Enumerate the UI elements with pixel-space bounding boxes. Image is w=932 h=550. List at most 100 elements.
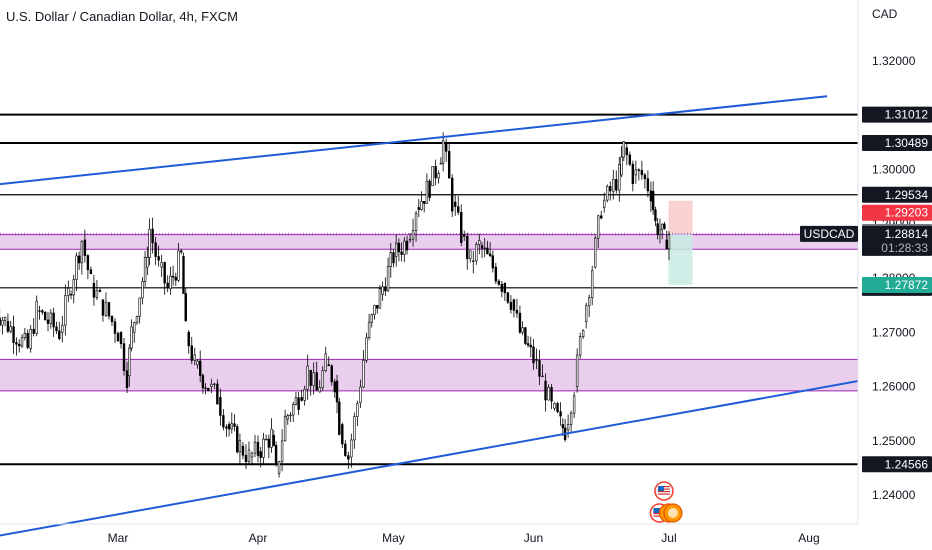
candle <box>483 238 486 258</box>
candle-body <box>444 142 448 152</box>
candle-body <box>618 164 621 191</box>
candle-body <box>309 369 312 386</box>
calendar-event-icon[interactable] <box>663 503 683 523</box>
candle-body <box>55 326 58 332</box>
candle-body <box>312 372 315 386</box>
candle <box>572 392 576 419</box>
candle <box>411 218 415 247</box>
candle-body <box>386 266 390 292</box>
candle-body <box>559 411 562 417</box>
candle <box>488 242 492 258</box>
candle-body <box>378 288 382 309</box>
take-profit-zone[interactable] <box>668 233 693 285</box>
candle-body <box>660 223 664 230</box>
candle-body <box>590 270 594 298</box>
candle <box>3 316 7 327</box>
candle <box>341 422 344 448</box>
candle <box>569 410 573 432</box>
zones-layer <box>0 234 858 392</box>
candle <box>447 142 451 179</box>
candle-body <box>18 343 21 347</box>
candle <box>198 350 202 383</box>
price-labels-layer: 1.310121.304891.295341.278191.245661.292… <box>800 106 932 473</box>
candle <box>469 250 472 263</box>
candle-body <box>663 223 666 229</box>
candle-body <box>184 293 187 322</box>
candle-body <box>370 314 374 323</box>
candle <box>101 299 105 322</box>
candle <box>353 412 356 449</box>
candle-body <box>64 295 67 326</box>
candle-body <box>49 312 53 324</box>
candle-body <box>538 360 541 377</box>
candle <box>289 412 292 422</box>
candle <box>497 279 501 287</box>
candle <box>612 169 615 200</box>
candle-body <box>157 256 160 261</box>
candle <box>92 274 96 306</box>
candle-body <box>303 389 306 401</box>
candle-body <box>518 312 522 333</box>
candle <box>431 166 434 187</box>
candle <box>667 231 671 261</box>
candle-body <box>315 372 318 391</box>
candle <box>272 430 276 447</box>
us-flag-icon[interactable] <box>654 481 674 501</box>
candle-body <box>566 424 570 431</box>
candle-body <box>207 387 210 391</box>
events-layer[interactable] <box>649 481 683 523</box>
candle-body <box>1 320 4 326</box>
candle-body <box>125 370 129 388</box>
bar-countdown: 01:28:33 <box>881 241 928 255</box>
candle-body <box>403 240 406 255</box>
candle <box>32 318 35 337</box>
candle <box>526 335 530 348</box>
candle-body <box>584 305 588 322</box>
candle <box>138 297 141 324</box>
candle-body <box>143 256 147 282</box>
candle <box>116 331 120 342</box>
candle-body <box>397 242 401 253</box>
candle-body <box>434 166 437 179</box>
candle-body <box>46 319 50 324</box>
candle-body <box>151 228 154 244</box>
candle-body <box>32 328 35 334</box>
candle-body <box>52 312 55 328</box>
candles-layer <box>0 132 671 478</box>
position-layer[interactable] <box>0 200 858 285</box>
candle-body <box>544 380 547 401</box>
candle <box>637 168 641 181</box>
candle-body <box>515 309 519 314</box>
candle <box>300 389 303 402</box>
candle <box>35 295 38 337</box>
candle <box>597 214 600 248</box>
demand-zone <box>0 359 858 391</box>
candle-body <box>148 228 151 258</box>
candle-body <box>526 343 530 346</box>
candle <box>486 240 489 255</box>
candle <box>338 397 341 436</box>
candle <box>550 384 553 410</box>
candle-body <box>609 186 612 192</box>
candle <box>365 332 368 364</box>
flag-stripe <box>657 493 670 495</box>
candle-body <box>104 302 108 316</box>
candle-body <box>107 302 111 317</box>
candle <box>230 412 234 434</box>
candle <box>646 170 650 198</box>
candle <box>270 418 273 453</box>
candle-body <box>119 331 123 344</box>
candle-body <box>497 280 501 285</box>
candle-body <box>600 215 603 219</box>
candle-body <box>171 275 175 278</box>
candle-body <box>411 230 415 240</box>
candle <box>397 238 401 262</box>
candle <box>350 433 353 468</box>
candle <box>581 329 585 339</box>
x-axis[interactable]: Mar Apr May Jun Jul Aug <box>108 531 820 545</box>
candle-body <box>506 292 510 303</box>
stop-loss-zone[interactable] <box>668 200 693 234</box>
position-price-label: 1.27872 <box>885 278 929 292</box>
candle <box>130 319 133 352</box>
